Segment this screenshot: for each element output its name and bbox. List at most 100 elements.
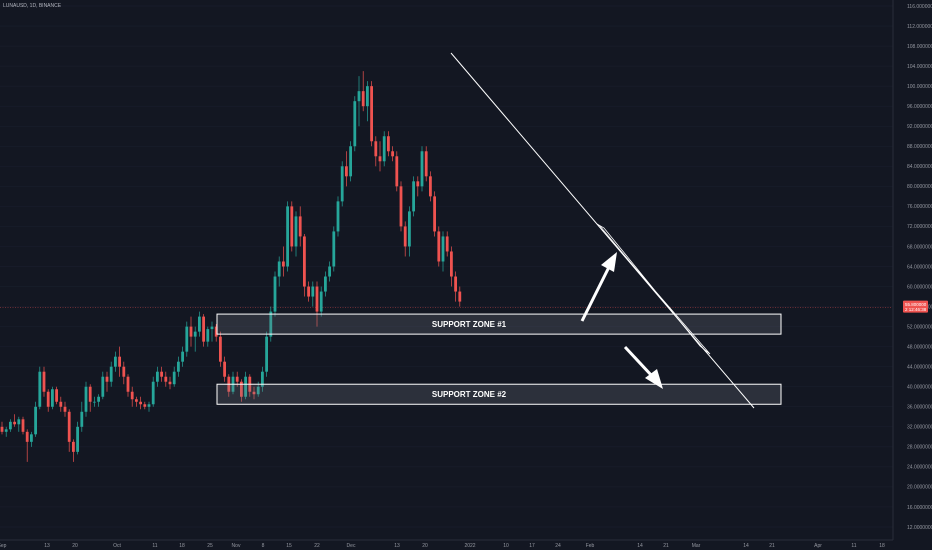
support-zone-label: SUPPORT ZONE #2 (432, 390, 507, 399)
candle-body (109, 366, 113, 382)
candle-body (366, 86, 369, 107)
candle-body (214, 326, 218, 337)
last-price-tag: 55.800000 2 12:46:38 (903, 300, 928, 313)
x-tick-label: 13 (394, 543, 400, 549)
x-tick-label: 24 (555, 543, 561, 549)
candle-body (378, 156, 382, 162)
candle-body (105, 376, 109, 382)
x-tick-label: 15 (286, 543, 292, 549)
x-tick-label: 18 (179, 543, 185, 549)
candle-body (25, 431, 29, 442)
y-tick-label: 36.0000000 (907, 405, 932, 411)
candle-body (198, 316, 201, 332)
x-tick-label: Mar (692, 543, 701, 549)
candle-body (202, 316, 205, 342)
candle-body (21, 419, 25, 432)
y-tick-label: 24.0000000 (907, 465, 932, 471)
y-tick-label: 84.0000000 (907, 164, 932, 170)
candle-body (38, 371, 42, 407)
candle-body (324, 276, 327, 292)
candle-body (370, 86, 373, 142)
candle-body (80, 411, 84, 427)
last-price-tag-bg (903, 300, 928, 313)
y-tick-label: 76.0000000 (907, 204, 932, 210)
candle-body (399, 186, 403, 227)
bounce-arrow-head (601, 252, 617, 272)
candle-body (185, 326, 189, 352)
candle-body (88, 386, 92, 402)
symbol-title: LUNAUSD, 1D, BINANCE (3, 3, 62, 9)
last-price-countdown: 2 12:46:38 (905, 307, 927, 312)
y-tick-label: 60.0000000 (907, 284, 932, 290)
candle-body (382, 136, 386, 162)
x-tick-label: 17 (529, 543, 535, 549)
x-tick-label: 18 (879, 543, 885, 549)
x-tick-label: 13 (44, 543, 50, 549)
candle-body (223, 361, 226, 377)
x-tick-label: 14 (637, 543, 643, 549)
breakdown-arrow-head (645, 369, 663, 389)
support-zone-1[interactable] (216, 313, 782, 335)
candle-body (273, 276, 277, 312)
candle-body (4, 429, 8, 432)
candle-body (9, 421, 12, 430)
y-tick-label: 32.0000000 (907, 425, 932, 431)
candle-body (30, 434, 33, 442)
support-zone-2[interactable] (216, 383, 782, 405)
candles-layer (0, 71, 462, 462)
y-tick-label: 28.0000000 (907, 445, 932, 451)
candle-body (0, 426, 4, 432)
candle-body (151, 381, 155, 405)
price-axis[interactable]: 116.0000000 112.0000000 108.0000000 104.000… (907, 4, 932, 531)
x-tick-label: Nov (232, 543, 241, 549)
candle-body (311, 286, 315, 297)
candle-body (34, 406, 37, 435)
projection-line (599, 225, 707, 353)
candle-body (59, 401, 63, 407)
x-tick-label: Feb (586, 543, 595, 549)
x-tick-label: 11 (851, 543, 856, 549)
candle-body (118, 356, 121, 367)
candle-body (387, 136, 390, 152)
x-tick-label: 2022 (464, 543, 475, 549)
candle-body (286, 206, 289, 267)
candle-body (244, 376, 247, 397)
candle-body (93, 401, 96, 403)
y-tick-label: 88.0000000 (907, 144, 932, 150)
candle-body (206, 329, 210, 342)
x-tick-label: 21 (663, 543, 669, 549)
candle-body (240, 381, 243, 397)
time-axis[interactable]: Sep 13 20 Oct 11 18 25 Nov 8 15 22 Dec 13 20 2022 10 17 2… (0, 543, 885, 549)
y-tick-label: 20.0000000 (907, 485, 932, 491)
candle-body (429, 176, 432, 197)
candle-body (265, 336, 268, 372)
candle-body (42, 371, 46, 392)
candle-body (210, 326, 214, 330)
candle-body (72, 441, 75, 452)
candle-body (408, 211, 411, 247)
x-tick-label: 22 (314, 543, 320, 549)
candle-body (177, 361, 180, 372)
y-tick-label: 64.0000000 (907, 264, 932, 270)
candle-body (101, 376, 105, 397)
candle-body (189, 326, 193, 337)
y-tick-label: 12.0000000 (907, 525, 932, 531)
candle-body (139, 401, 142, 405)
x-tick-label: 20 (422, 543, 428, 549)
x-tick-label: 14 (743, 543, 749, 549)
candle-body (55, 389, 58, 402)
y-tick-label: 72.0000000 (907, 224, 932, 230)
candle-body (298, 216, 302, 237)
candle-body (353, 101, 357, 147)
candle-body (67, 411, 71, 442)
candle-body (395, 156, 399, 187)
candle-body (164, 376, 168, 382)
x-tick-label: 11 (152, 543, 157, 549)
candle-body (454, 276, 457, 292)
y-tick-label: 116.0000000 (907, 4, 932, 10)
candle-body (345, 166, 348, 177)
x-tick-label: Oct (113, 543, 121, 549)
candle-body (235, 376, 239, 382)
